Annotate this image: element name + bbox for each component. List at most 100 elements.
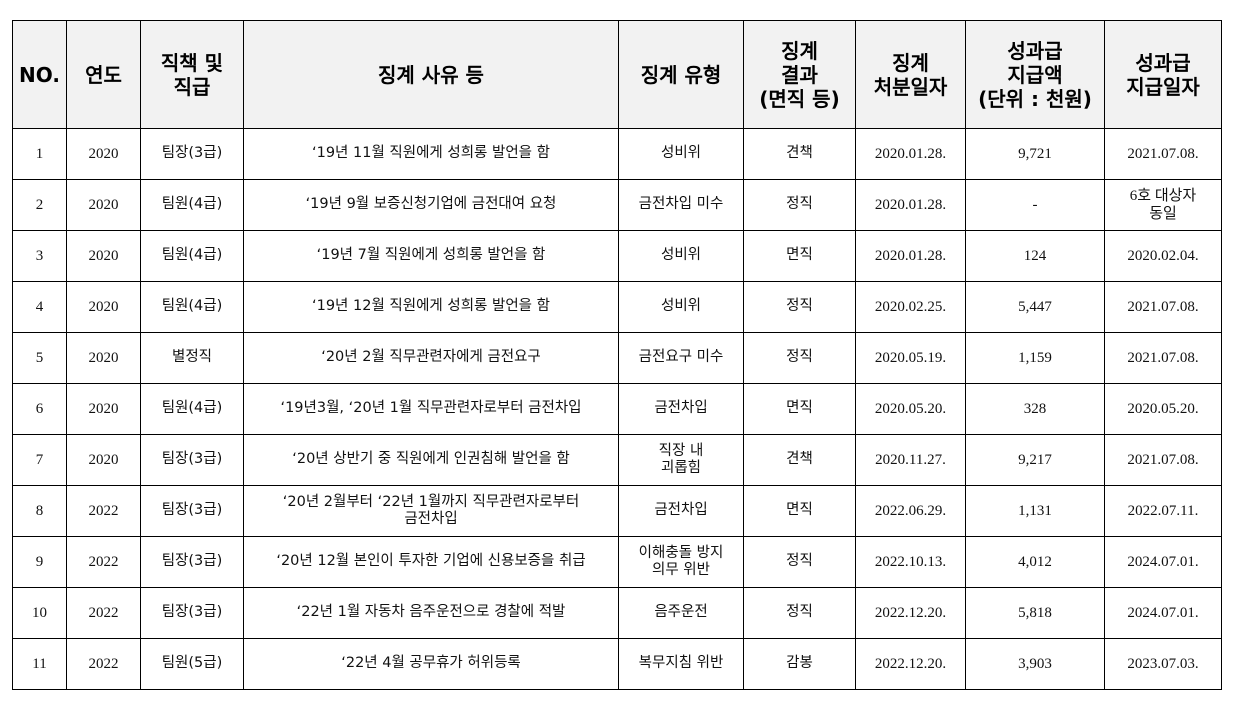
cell-reason: ‘20년 2월 직무관련자에게 금전요구	[243, 332, 619, 384]
cell-text: 3,903	[1018, 656, 1052, 672]
cell-bonus-amount: 5,447	[965, 281, 1105, 333]
header-label: 직책 및 직급	[160, 50, 224, 99]
header-row: NO. 연도 직책 및 직급 징계 사유 등 징계 유형 징계 결과 (면직 등) 징계 처…	[12, 20, 1222, 129]
cell-text: ‘19년 7월 직원에게 성희롱 발언을 함	[316, 247, 546, 264]
cell-text: ‘20년 12월 본인이 투자한 기업에 신용보증을 취급	[276, 553, 586, 570]
cell-text: 3	[35, 248, 44, 264]
cell-year: 2020	[66, 179, 141, 231]
cell-year: 2022	[66, 587, 141, 639]
cell-text: 팀원(4급)	[161, 298, 223, 315]
cell-result: 정직	[743, 281, 856, 333]
cell-text: 팀원(4급)	[161, 400, 223, 417]
cell-text: 2021.07.08.	[1127, 452, 1199, 468]
cell-year: 2022	[66, 638, 141, 690]
table-row: 8 2022 팀장(3급) ‘20년 2월부터 ‘22년 1월까지 직무관련자로부터 …	[12, 485, 1222, 537]
cell-text: 6호 대상자 동일	[1129, 188, 1197, 222]
cell-date: 2022.12.20.	[855, 638, 966, 690]
table-row: 4 2020 팀원(4급) ‘19년 12월 직원에게 성희롱 발언을 함 성비위 정직 2…	[12, 281, 1222, 333]
cell-reason: ‘20년 2월부터 ‘22년 1월까지 직무관련자로부터 금전차입	[243, 485, 619, 537]
cell-reason: ‘22년 4월 공무휴가 허위등록	[243, 638, 619, 690]
cell-text: 10	[32, 605, 47, 621]
cell-position: 팀장(3급)	[140, 434, 244, 486]
cell-text: 2022	[88, 503, 119, 519]
cell-text: 2020.01.28.	[874, 197, 947, 213]
cell-position: 팀원(4급)	[140, 383, 244, 435]
cell-date: 2020.02.25.	[855, 281, 966, 333]
table-row: 10 2022 팀장(3급) ‘22년 1월 자동차 음주운전으로 경찰에 적발 음주운…	[12, 587, 1222, 639]
cell-bonus-amount: 4,012	[965, 536, 1105, 588]
header-no: NO.	[12, 20, 67, 129]
cell-text: ‘20년 2월 직무관련자에게 금전요구	[321, 349, 541, 366]
cell-date: 2022.06.29.	[855, 485, 966, 537]
header-label: 징계 유형	[640, 62, 722, 87]
header-label: 성과급 지급일자	[1126, 50, 1200, 99]
cell-text: 2022.10.13.	[874, 554, 947, 570]
cell-no: 10	[12, 587, 67, 639]
table-row: 9 2022 팀장(3급) ‘20년 12월 본인이 투자한 기업에 신용보증을 취급…	[12, 536, 1222, 588]
cell-text: 팀장(3급)	[161, 553, 223, 570]
cell-year: 2020	[66, 383, 141, 435]
cell-year: 2020	[66, 128, 141, 180]
cell-bonus-date: 2024.07.01.	[1104, 587, 1222, 639]
cell-date: 2020.01.28.	[855, 230, 966, 282]
cell-bonus-date: 6호 대상자 동일	[1104, 179, 1222, 231]
cell-year: 2020	[66, 281, 141, 333]
cell-bonus-date: 2023.07.03.	[1104, 638, 1222, 690]
cell-year: 2022	[66, 485, 141, 537]
cell-position: 팀장(3급)	[140, 485, 244, 537]
cell-reason: ‘22년 1월 자동차 음주운전으로 경찰에 적발	[243, 587, 619, 639]
cell-text: 팀원(4급)	[161, 196, 223, 213]
cell-text: 2020	[88, 146, 119, 162]
header-date: 징계 처분일자	[855, 20, 966, 129]
cell-text: 정직	[786, 196, 813, 213]
cell-bonus-date: 2021.07.08.	[1104, 281, 1222, 333]
cell-text: 2024.07.01.	[1127, 554, 1199, 570]
cell-text: 2020.01.28.	[874, 146, 947, 162]
cell-bonus-amount: 9,217	[965, 434, 1105, 486]
cell-type: 금전차입 미수	[618, 179, 744, 231]
cell-bonus-date: 2022.07.11.	[1104, 485, 1222, 537]
cell-type: 금전차입	[618, 383, 744, 435]
cell-result: 감봉	[743, 638, 856, 690]
cell-bonus-amount: 9,721	[965, 128, 1105, 180]
cell-bonus-amount: 328	[965, 383, 1105, 435]
cell-text: 2024.07.01.	[1127, 605, 1199, 621]
header-type: 징계 유형	[618, 20, 744, 129]
header-bonus-date: 성과급 지급일자	[1104, 20, 1222, 129]
cell-text: 면직	[786, 247, 813, 264]
cell-text: 5,447	[1018, 299, 1052, 315]
cell-bonus-date: 2020.02.04.	[1104, 230, 1222, 282]
cell-text: 2021.07.08.	[1127, 350, 1199, 366]
cell-text: 직장 내 괴롭힘	[658, 442, 704, 476]
cell-text: 금전요구 미수	[638, 349, 724, 366]
cell-position: 팀장(3급)	[140, 128, 244, 180]
cell-reason: ‘20년 상반기 중 직원에게 인권침해 발언을 함	[243, 434, 619, 486]
cell-reason: ‘19년 12월 직원에게 성희롱 발언을 함	[243, 281, 619, 333]
cell-type: 성비위	[618, 230, 744, 282]
cell-text: 124	[1023, 248, 1047, 264]
cell-text: ‘19년 9월 보증신청기업에 금전대여 요청	[305, 196, 557, 213]
cell-reason: ‘20년 12월 본인이 투자한 기업에 신용보증을 취급	[243, 536, 619, 588]
cell-bonus-date: 2021.07.08.	[1104, 332, 1222, 384]
cell-text: 2022	[88, 605, 119, 621]
cell-bonus-amount: 1,159	[965, 332, 1105, 384]
header-label: 징계 사유 등	[378, 62, 484, 87]
cell-text: 2022.06.29.	[874, 503, 947, 519]
cell-date: 2020.01.28.	[855, 179, 966, 231]
cell-reason: ‘19년 9월 보증신청기업에 금전대여 요청	[243, 179, 619, 231]
cell-year: 2020	[66, 434, 141, 486]
cell-text: 2020.05.20.	[874, 401, 947, 417]
cell-bonus-amount: 124	[965, 230, 1105, 282]
cell-text: 2022.07.11.	[1127, 503, 1199, 519]
cell-result: 면직	[743, 383, 856, 435]
cell-text: 9,721	[1018, 146, 1052, 162]
cell-bonus-amount: -	[965, 179, 1105, 231]
cell-date: 2020.05.20.	[855, 383, 966, 435]
cell-reason: ‘19년3월, ‘20년 1월 직무관련자로부터 금전차입	[243, 383, 619, 435]
cell-text: 2020.01.28.	[874, 248, 947, 264]
cell-text: 별정직	[171, 349, 213, 366]
cell-text: 2022.12.20.	[874, 656, 947, 672]
cell-no: 4	[12, 281, 67, 333]
cell-text: 음주운전	[654, 604, 708, 621]
cell-result: 정직	[743, 536, 856, 588]
